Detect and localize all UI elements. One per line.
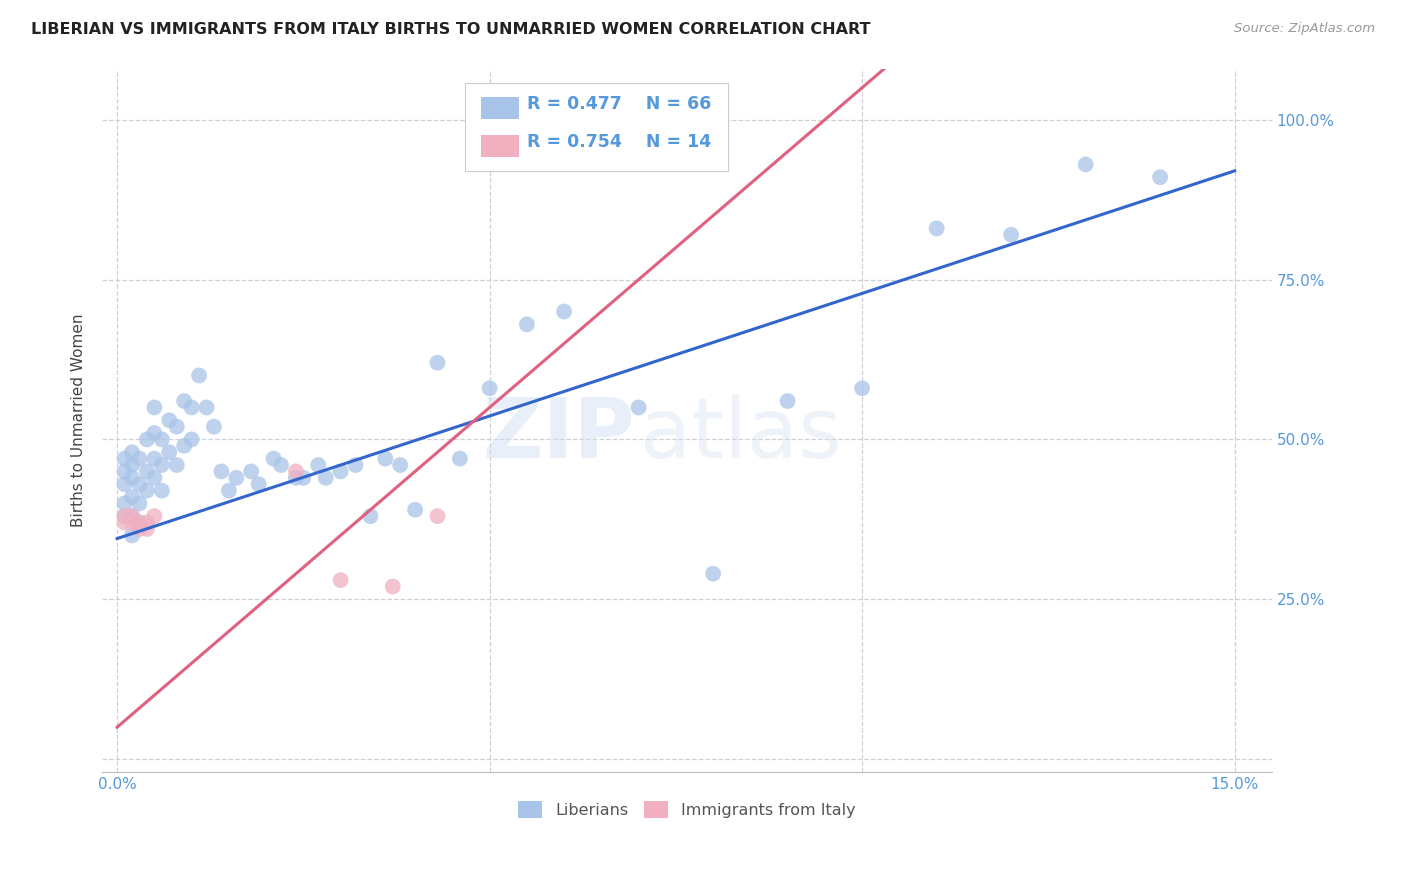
FancyBboxPatch shape: [481, 135, 519, 157]
Point: [135, 483, 157, 498]
Point: [143, 451, 166, 466]
Point: [135, 464, 157, 478]
Point: [263, 451, 285, 466]
Point: [114, 451, 136, 466]
Text: Source: ZipAtlas.com: Source: ZipAtlas.com: [1234, 22, 1375, 36]
Point: [292, 471, 315, 485]
Point: [776, 394, 799, 409]
Point: [157, 413, 180, 427]
Point: [374, 451, 396, 466]
Point: [114, 516, 136, 530]
Point: [627, 112, 650, 127]
Point: [225, 471, 247, 485]
Point: [135, 516, 157, 530]
Point: [702, 566, 724, 581]
Text: atlas: atlas: [640, 393, 842, 475]
Point: [121, 528, 143, 542]
Text: R = 0.477    N = 66: R = 0.477 N = 66: [527, 95, 711, 113]
Point: [307, 458, 329, 472]
Point: [114, 464, 136, 478]
Point: [128, 451, 150, 466]
Point: [135, 522, 157, 536]
Point: [426, 356, 449, 370]
Point: [851, 381, 873, 395]
Point: [114, 509, 136, 524]
Point: [128, 516, 150, 530]
Point: [925, 221, 948, 235]
Point: [128, 477, 150, 491]
Point: [143, 471, 166, 485]
Point: [627, 401, 650, 415]
Text: R = 0.754    N = 14: R = 0.754 N = 14: [527, 134, 711, 152]
Point: [240, 464, 263, 478]
Point: [180, 433, 202, 447]
Point: [114, 496, 136, 510]
Point: [284, 464, 307, 478]
Point: [1074, 157, 1097, 171]
FancyBboxPatch shape: [481, 96, 519, 120]
Point: [128, 496, 150, 510]
Point: [195, 401, 218, 415]
Point: [315, 471, 337, 485]
Point: [114, 477, 136, 491]
Point: [329, 573, 352, 587]
Point: [270, 458, 292, 472]
Point: [150, 483, 173, 498]
Point: [150, 433, 173, 447]
Point: [121, 471, 143, 485]
Point: [121, 516, 143, 530]
Point: [1149, 170, 1171, 185]
Point: [344, 458, 367, 472]
Point: [150, 458, 173, 472]
Point: [128, 522, 150, 536]
Point: [359, 509, 381, 524]
Point: [209, 464, 232, 478]
Text: ZIP: ZIP: [482, 393, 634, 475]
Point: [143, 401, 166, 415]
Point: [166, 458, 188, 472]
Point: [143, 425, 166, 440]
Text: LIBERIAN VS IMMIGRANTS FROM ITALY BIRTHS TO UNMARRIED WOMEN CORRELATION CHART: LIBERIAN VS IMMIGRANTS FROM ITALY BIRTHS…: [31, 22, 870, 37]
Point: [426, 509, 449, 524]
Point: [135, 433, 157, 447]
Point: [553, 304, 575, 318]
Point: [121, 509, 143, 524]
Point: [114, 509, 136, 524]
Point: [449, 451, 471, 466]
Point: [143, 509, 166, 524]
FancyBboxPatch shape: [465, 83, 728, 170]
Legend: Liberians, Immigrants from Italy: Liberians, Immigrants from Italy: [512, 795, 862, 825]
Point: [166, 419, 188, 434]
Point: [218, 483, 240, 498]
Point: [121, 490, 143, 504]
Point: [121, 458, 143, 472]
Point: [188, 368, 211, 383]
Point: [121, 509, 143, 524]
Point: [478, 381, 501, 395]
Y-axis label: Births to Unmarried Women: Births to Unmarried Women: [72, 313, 86, 527]
Point: [404, 502, 426, 516]
Point: [202, 419, 225, 434]
Point: [1000, 227, 1022, 242]
Point: [516, 318, 538, 332]
Point: [157, 445, 180, 459]
Point: [128, 516, 150, 530]
Point: [247, 477, 270, 491]
Point: [173, 439, 195, 453]
Point: [381, 580, 404, 594]
Point: [389, 458, 412, 472]
Point: [329, 464, 352, 478]
Point: [173, 394, 195, 409]
Point: [121, 445, 143, 459]
Point: [180, 401, 202, 415]
Point: [284, 471, 307, 485]
